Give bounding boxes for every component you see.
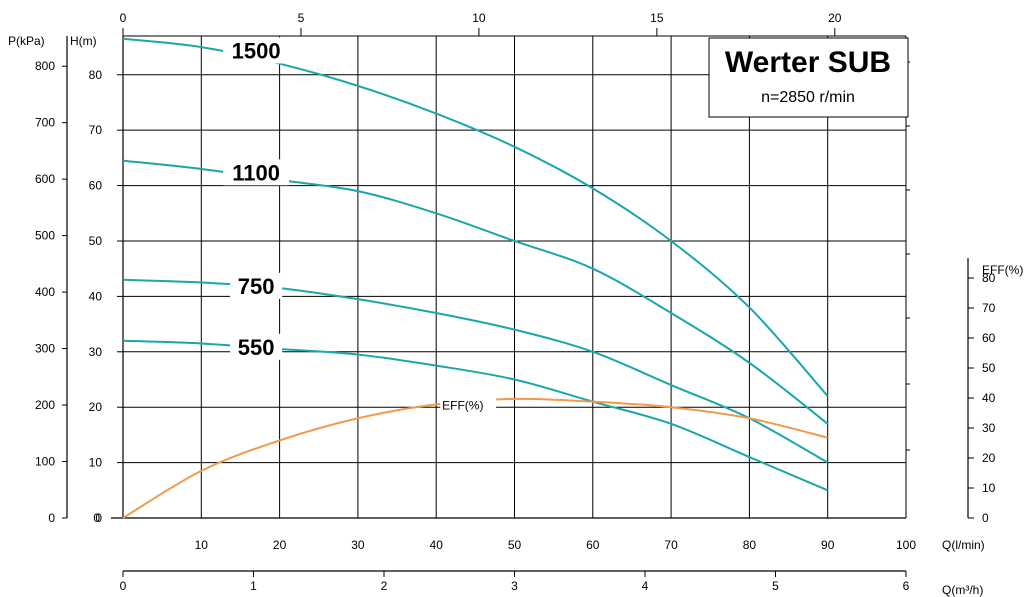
grid: [123, 35, 907, 518]
head-tick-label: 10: [89, 456, 103, 470]
efficiency-tick-label: 60: [982, 331, 996, 345]
head-tick-label: 80: [89, 68, 103, 82]
head-tick-label: 50: [89, 234, 103, 248]
flow-lpm-axis-label: Q(l/min): [942, 538, 985, 552]
chart-subtitle: n=2850 r/min: [761, 89, 855, 106]
flow-m3h-tick-label: 1: [250, 579, 257, 593]
series-label-backing: [230, 333, 283, 360]
flow-m3h-tick-label: 4: [642, 579, 649, 593]
head-tick-label: 70: [89, 123, 103, 137]
flow-tick-label: 30: [351, 538, 365, 552]
efficiency-curve-label: EFF(%): [442, 398, 483, 412]
efficiency-tick-label: 30: [982, 421, 996, 435]
flow-tick-label: 20: [273, 538, 287, 552]
head-tick-label: 60: [89, 179, 103, 193]
pressure-tick-label: 600: [35, 172, 55, 186]
pressure-tick-label: 100: [35, 455, 55, 469]
pressure-tick-label: 300: [35, 342, 55, 356]
flow-m3h-tick-label: 0: [120, 579, 127, 593]
efficiency-tick-label: 50: [982, 361, 996, 375]
flow-origin-label: 0: [93, 511, 100, 525]
head-tick-label: 0: [95, 511, 102, 525]
flow-m3h-axis-label: Q(m³/h): [942, 583, 983, 597]
flow-tick-label: 40: [430, 538, 444, 552]
top-axis-tick-label: 0: [120, 11, 127, 25]
series-label-backing: [230, 272, 283, 299]
flow-tick-label: 100: [896, 538, 916, 552]
pressure-tick-label: 700: [35, 116, 55, 130]
head-tick-label: 20: [89, 400, 103, 414]
head-axis-label: H(m): [70, 34, 97, 48]
pressure-tick-label: 400: [35, 285, 55, 299]
pressure-axis-label: P(kPa): [8, 34, 45, 48]
flow-tick-label: 90: [821, 538, 835, 552]
series-label-1500: 1500: [232, 38, 281, 63]
flow-tick-label: 80: [743, 538, 757, 552]
series-label-550: 550: [238, 335, 275, 360]
efficiency-tick-label: 40: [982, 391, 996, 405]
top-axis-tick-label: 10: [472, 11, 486, 25]
efficiency-tick-label: 20: [982, 451, 996, 465]
series-label-backing: [223, 159, 290, 186]
head-curve-1100: [122, 159, 829, 425]
pressure-tick-label: 0: [48, 511, 55, 525]
series-label-backing: [440, 396, 497, 413]
flow-m3h-tick-label: 6: [903, 579, 910, 593]
series-label-750: 750: [238, 274, 275, 299]
top-axis-tick-label: 20: [828, 11, 842, 25]
top-axis-tick-label: 5: [298, 11, 305, 25]
head-tick-label: 30: [89, 345, 103, 359]
flow-m3h-tick-label: 3: [511, 579, 518, 593]
head-tick-label: 40: [89, 289, 103, 303]
axes: 0102030405060708001002003004005006007008…: [35, 11, 996, 593]
efficiency-tick-label: 10: [982, 481, 996, 495]
efficiency-tick-label: 80: [982, 271, 996, 285]
flow-tick-label: 70: [664, 538, 678, 552]
series-label-backing: [223, 37, 290, 64]
flow-tick-label: 10: [195, 538, 209, 552]
flow-tick-label: 50: [508, 538, 522, 552]
labels: 1500 1100 750 550 EFF(%): [223, 37, 497, 413]
pressure-tick-label: 800: [35, 59, 55, 73]
flow-tick-label: 60: [586, 538, 600, 552]
head-curve-550: [122, 339, 829, 492]
efficiency-axis-label: EFF(%): [982, 263, 1023, 277]
title-box: Werter SUB n=2850 r/min: [708, 37, 909, 118]
series-label-1100: 1100: [232, 160, 280, 185]
pressure-tick-label: 500: [35, 229, 55, 243]
flow-m3h-tick-label: 2: [381, 579, 388, 593]
chart-title: Werter SUB: [725, 46, 891, 79]
pressure-tick-label: 200: [35, 398, 55, 412]
efficiency-tick-label: 0: [982, 511, 989, 525]
efficiency-tick-label: 70: [982, 301, 996, 315]
efficiency-curve: [122, 397, 828, 519]
flow-m3h-tick-label: 5: [772, 579, 779, 593]
top-axis-tick-label: 15: [650, 11, 664, 25]
